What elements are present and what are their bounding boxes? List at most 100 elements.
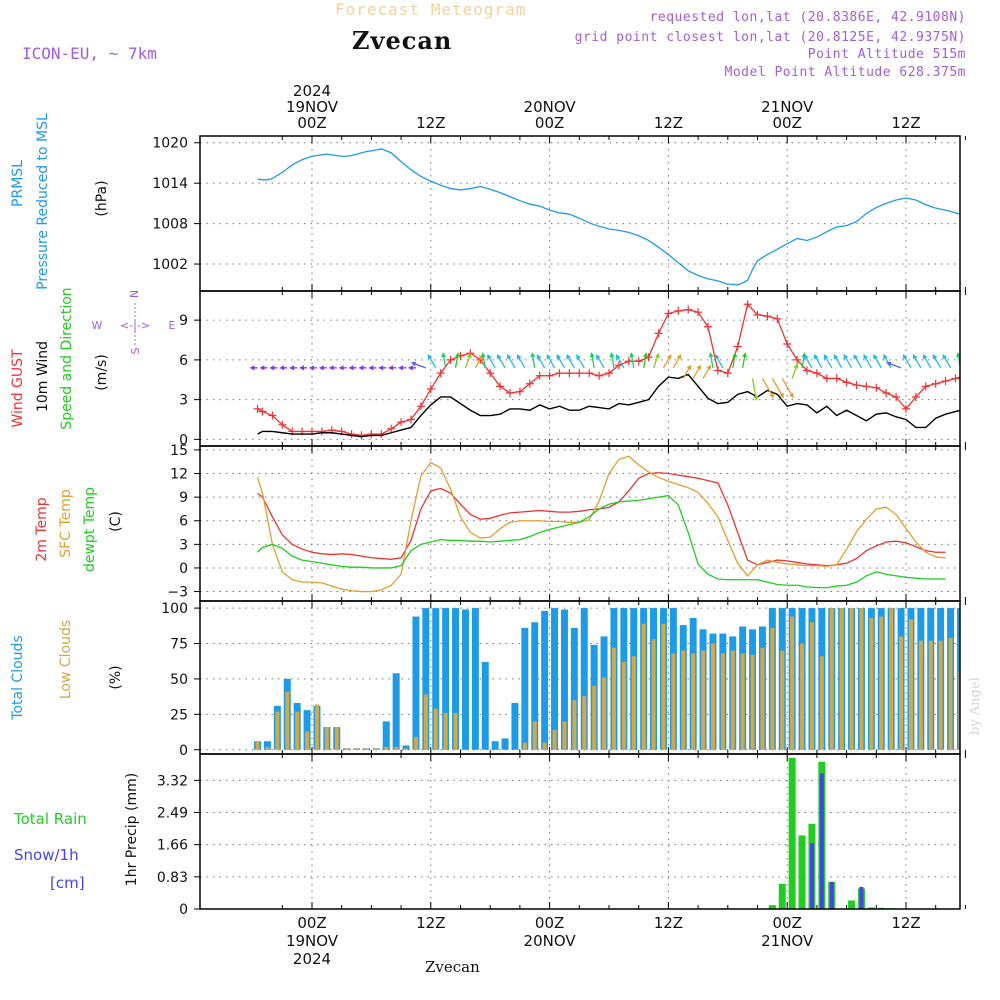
bar-total	[570, 627, 578, 750]
bar-low	[681, 650, 686, 750]
plot-area	[249, 300, 984, 440]
gust-marker	[525, 379, 534, 388]
gust-marker	[595, 371, 604, 380]
wind-direction-arrow	[410, 361, 427, 369]
bar-low	[532, 721, 537, 750]
gust-marker	[258, 407, 267, 416]
gust-marker	[317, 427, 326, 436]
wind-direction-arrow	[388, 365, 397, 371]
bar-total	[432, 608, 440, 750]
bar-low	[800, 643, 805, 750]
bar-low	[344, 748, 349, 750]
panel-frame	[199, 753, 961, 910]
y-tick-label: 6	[179, 353, 188, 369]
wind-direction-arrow	[589, 352, 595, 368]
wind-direction-arrow	[732, 352, 738, 368]
label-total-clouds: Total Clouds	[10, 635, 26, 720]
wind-direction-arrow	[761, 378, 775, 399]
wind-direction-arrow	[408, 365, 416, 371]
gust-marker	[555, 369, 564, 378]
gust-marker	[961, 372, 969, 380]
top-axis-label: 21NOV	[761, 98, 814, 116]
gust-marker	[902, 404, 910, 413]
gust-marker	[733, 342, 742, 351]
top-axis-label: 12Z	[654, 114, 683, 132]
wind-direction-arrow	[536, 354, 546, 369]
bar-total	[560, 609, 568, 750]
gust-marker	[565, 369, 574, 378]
gust-marker	[407, 415, 415, 424]
gust-marker	[347, 430, 356, 439]
bar-low	[908, 619, 913, 750]
bottom-axis-label: 00Z	[773, 914, 802, 932]
bar-low	[988, 672, 992, 750]
bar-total	[471, 608, 479, 750]
bar-low	[671, 653, 676, 750]
wind-direction-arrow	[843, 354, 853, 369]
gust-marker	[605, 369, 613, 378]
gust-marker	[931, 379, 940, 388]
compass-n: N	[128, 290, 141, 298]
top-axis-label: 2024	[293, 82, 331, 100]
wind-direction-arrow	[338, 365, 347, 371]
bar-total	[511, 703, 519, 750]
bar-rain	[768, 905, 776, 909]
gust-marker	[822, 374, 831, 383]
series-dew-line	[257, 494, 946, 589]
series-gust-line	[257, 302, 960, 437]
bar-low	[651, 639, 656, 750]
bar-low	[829, 608, 834, 750]
gust-marker	[773, 314, 782, 323]
top-axis-label: 00Z	[297, 114, 326, 132]
bar-low	[859, 608, 864, 750]
bar-low	[691, 653, 696, 750]
label-pressure: Pressure Reduced to MSL	[35, 113, 51, 290]
wind-direction-arrow	[714, 354, 724, 369]
wind-direction-arrow	[682, 364, 692, 379]
bar-rain	[788, 757, 796, 909]
bar-low	[948, 637, 953, 750]
gust-marker	[436, 369, 445, 378]
wind-direction-arrow	[853, 354, 863, 369]
bar-low	[413, 737, 418, 750]
gust-marker	[575, 369, 584, 378]
y-tick-label: 50	[170, 672, 188, 688]
wind-direction-arrow	[319, 365, 327, 371]
bar-low	[374, 748, 379, 750]
wind-direction-arrow	[516, 354, 526, 369]
bottom-location: Zvecan	[425, 958, 480, 976]
wind-direction-arrow	[487, 354, 496, 369]
gust-marker	[397, 418, 406, 427]
label-gust: Wind GUST	[10, 349, 26, 428]
gust-marker	[694, 308, 703, 317]
plot-area	[254, 608, 992, 750]
wind-direction-arrow	[980, 353, 984, 368]
gust-marker	[253, 404, 262, 413]
wind-direction-arrow	[609, 352, 615, 368]
bar-snow	[819, 773, 824, 909]
wind-direction-arrow	[692, 364, 702, 379]
bottom-axis-label: 2024	[293, 950, 331, 968]
panel-precip: 0 0.83 1.66 2.49 3.32 Total Rain Snow/1h [cm] 1h…	[13, 753, 966, 918]
bar-total	[412, 616, 420, 750]
gust-marker	[634, 357, 643, 366]
wind-direction-arrow	[427, 354, 437, 369]
wind-direction-arrow	[932, 354, 942, 369]
label-dew: dewpt Temp	[82, 487, 98, 572]
bar-low	[265, 746, 270, 750]
y-tick-label: 15	[170, 443, 188, 459]
wind-direction-arrow	[358, 365, 367, 371]
wind-direction-arrow	[269, 365, 278, 371]
forecast-title: Forecast Meteogram	[335, 0, 527, 19]
y-tick-label: 3	[179, 393, 188, 409]
panel-temperature: −3 0 3 6 9 12 15 2m Temp SFC Temp dewpt Temp (C)	[34, 443, 966, 602]
bar-snow	[809, 843, 814, 909]
bar-total	[422, 608, 430, 750]
bar-low	[839, 608, 844, 750]
gust-marker	[387, 424, 396, 433]
bar-total	[382, 721, 390, 750]
bar-low	[285, 691, 290, 750]
panel-labels: Total Clouds Low Clouds (%)	[10, 620, 124, 721]
bar-low	[889, 608, 894, 750]
